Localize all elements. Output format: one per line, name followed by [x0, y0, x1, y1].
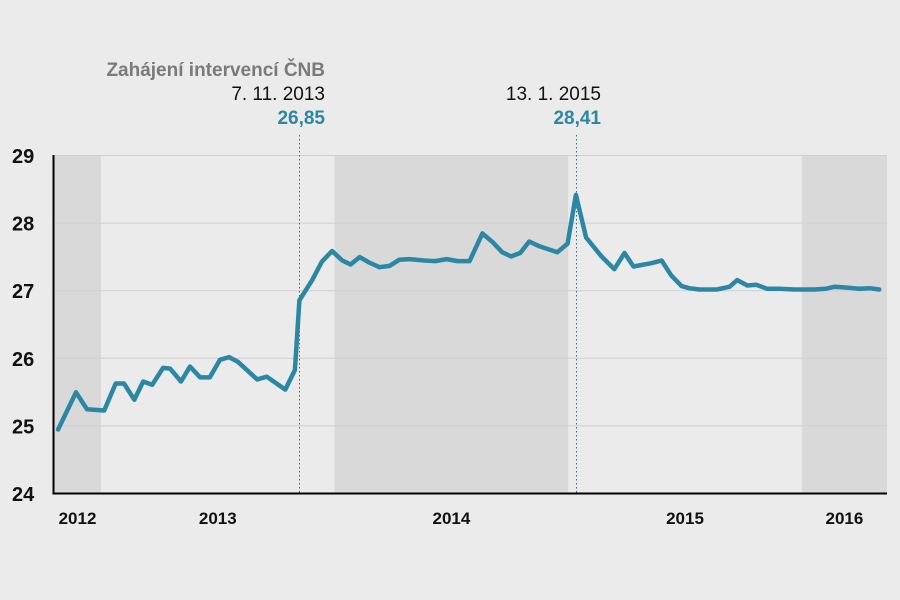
year-label: 2015 — [666, 509, 704, 528]
year-label: 2016 — [825, 509, 863, 528]
annotation-intervention: Zahájení intervencí ČNB 7. 11. 2013 26,8… — [106, 59, 325, 129]
y-tick-label: 29 — [12, 146, 34, 168]
y-tick-labels: 24 25 26 27 28 29 — [12, 146, 35, 506]
year-bands — [54, 155, 887, 493]
y-tick-label: 28 — [12, 214, 34, 236]
annotation-value: 28,41 — [553, 108, 601, 129]
year-band-2012 — [54, 155, 101, 493]
y-tick-label: 27 — [12, 281, 34, 303]
gridlines — [54, 155, 887, 427]
annotation-date: 13. 1. 2015 — [506, 84, 601, 105]
annotation-value: 26,85 — [277, 108, 325, 129]
annotation-title: Zahájení intervencí ČNB — [106, 59, 325, 81]
year-band-2016 — [801, 155, 887, 493]
year-band-2014 — [334, 155, 569, 493]
x-year-labels: 2012 2013 2014 2015 2016 — [59, 509, 864, 528]
series-line — [55, 192, 882, 432]
annotation-peak: 13. 1. 2015 28,41 — [506, 84, 602, 129]
y-tick-label: 26 — [12, 349, 34, 371]
year-label: 2014 — [432, 509, 470, 528]
y-tick-label: 24 — [12, 484, 35, 506]
year-label: 2013 — [199, 509, 237, 528]
annotation-date: 7. 11. 2013 — [231, 84, 325, 105]
year-label: 2012 — [59, 509, 97, 528]
y-tick-label: 25 — [12, 416, 34, 438]
